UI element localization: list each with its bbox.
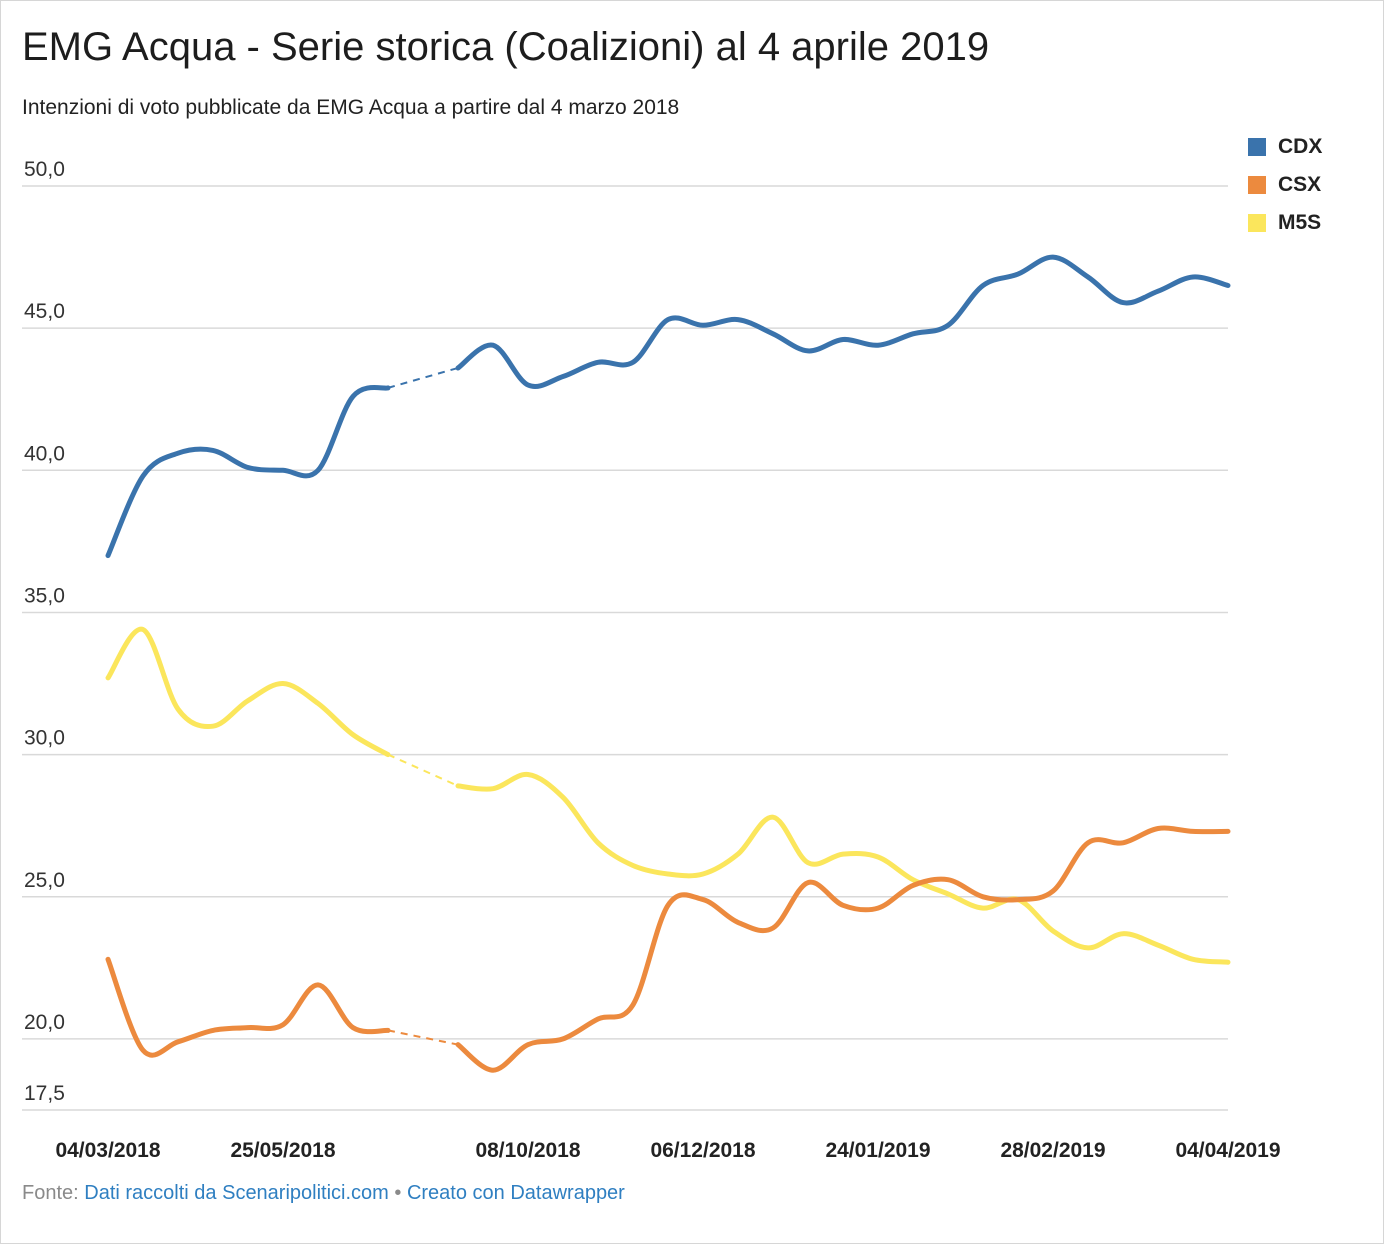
legend-swatch-m5s	[1248, 214, 1266, 232]
series-line-cdx	[105, 385, 391, 559]
footer-separator: •	[388, 1182, 407, 1204]
series-lines	[105, 254, 1231, 1073]
legend-item-m5s: M5S	[1248, 204, 1322, 242]
legend-label-m5s: M5S	[1278, 211, 1322, 234]
x-tick-label: 08/10/2018	[475, 1139, 580, 1162]
y-tick-label: 35,0	[24, 584, 65, 607]
series-line-m5s	[105, 626, 391, 758]
series-gap-csx	[387, 1029, 459, 1046]
y-axis-ticks: 17,5 20,0 25,0 30,0 35,0 40,0 45,0 50,0	[24, 158, 65, 1105]
footer-datawrapper-link[interactable]: Creato con Datawrapper	[406, 1182, 625, 1204]
x-tick-label: 04/04/2019	[1175, 1139, 1280, 1162]
y-tick-label: 50,0	[24, 158, 65, 181]
legend-label-cdx: CDX	[1278, 135, 1323, 158]
x-tick-label: 28/02/2019	[1000, 1139, 1105, 1162]
y-tick-label: 20,0	[24, 1011, 65, 1034]
x-tick-label: 04/03/2018	[55, 1139, 160, 1162]
x-tick-label: 24/01/2019	[825, 1139, 930, 1162]
footer-source-prefix: Fonte:	[22, 1182, 85, 1204]
legend: CDX CSX M5S	[1248, 128, 1322, 242]
legend-swatch-csx	[1248, 176, 1266, 194]
legend-item-cdx: CDX	[1248, 128, 1322, 166]
series-line-csx	[455, 825, 1231, 1073]
series-line-cdx	[455, 254, 1231, 389]
series-gap-m5s	[387, 753, 459, 787]
x-axis-ticks: 04/03/2018 25/05/2018 08/10/2018 06/12/2018…	[55, 1139, 1280, 1162]
chart-title: EMG Acqua - Serie storica (Coalizioni) a…	[22, 25, 990, 69]
y-tick-label: 40,0	[24, 442, 65, 465]
chart-subtitle: Intenzioni di voto pubblicate da EMG Acq…	[22, 96, 680, 119]
legend-swatch-cdx	[1248, 138, 1266, 156]
series-line-csx	[105, 956, 391, 1058]
footer: Fonte: Dati raccolti da Scenaripolitici.…	[22, 1180, 625, 1206]
y-tick-label: 17,5	[24, 1082, 65, 1105]
footer-source-link[interactable]: Dati raccolti da Scenaripolitici.com	[84, 1182, 389, 1204]
y-tick-label: 25,0	[24, 869, 65, 892]
x-tick-label: 06/12/2018	[650, 1139, 755, 1162]
legend-label-csx: CSX	[1278, 173, 1322, 196]
y-tick-label: 30,0	[24, 727, 65, 750]
gridlines	[22, 185, 1228, 1111]
legend-item-csx: CSX	[1248, 166, 1322, 204]
series-line-m5s	[455, 771, 1231, 965]
y-tick-label: 45,0	[24, 300, 65, 323]
x-tick-label: 25/05/2018	[230, 1139, 335, 1162]
series-gap-cdx	[387, 366, 459, 389]
